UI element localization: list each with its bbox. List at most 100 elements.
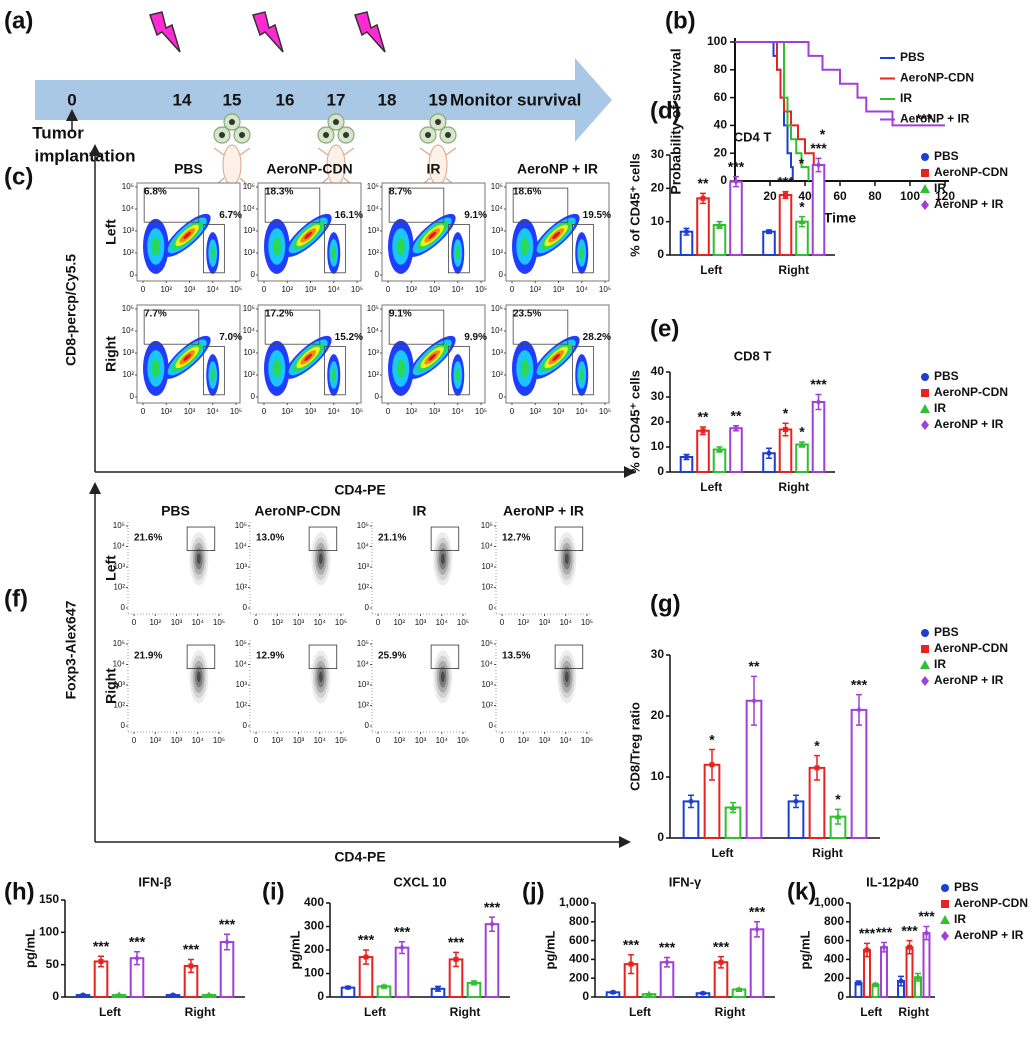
panel-label: (i)	[262, 878, 285, 905]
significance: ***	[859, 925, 876, 941]
bar	[880, 946, 888, 998]
legend-marker	[941, 884, 949, 892]
y-tick-label: 10⁵	[235, 639, 247, 648]
y-tick-label: 100	[304, 966, 324, 980]
x-tick-label: 0	[500, 736, 505, 745]
y-tick-label: 600	[824, 933, 844, 947]
y-tick-label: 10⁵	[367, 304, 379, 313]
y-tick-label: 60	[714, 90, 728, 104]
x-tick-label: 10²	[160, 407, 172, 416]
gate	[203, 345, 225, 396]
density	[151, 237, 161, 256]
legend-marker	[921, 169, 929, 177]
y-tick-label: 30	[651, 647, 665, 661]
x-tick-label: 0	[376, 736, 381, 745]
gate	[554, 526, 584, 552]
y-tick-label: 0	[52, 989, 59, 1003]
bar-mean-dot	[188, 963, 194, 969]
mouse-limbs	[213, 147, 251, 187]
density	[210, 246, 215, 260]
y-tick-label: 10³	[113, 680, 125, 689]
legend-label: IR	[934, 657, 946, 671]
y-tick-label: 30	[651, 147, 665, 161]
x-tick-label: 10⁴	[576, 407, 589, 416]
significance: ***	[901, 922, 918, 938]
y-tick-label: 10⁵	[481, 521, 493, 530]
y-tick-label: 10⁴	[357, 542, 370, 551]
y-tick-label: 0	[130, 270, 135, 279]
day-label: 18	[378, 90, 397, 109]
bar	[696, 197, 710, 256]
x-tick-label: 10⁴	[452, 285, 465, 294]
x-tick-label: 10³	[171, 618, 183, 627]
nanoparticle-core	[445, 132, 451, 138]
x-tick-label: 10³	[429, 407, 441, 416]
gate	[203, 223, 225, 274]
y-tick-label: 0	[657, 830, 664, 844]
x-tick-label: 0	[254, 736, 259, 745]
bar	[484, 923, 500, 999]
y-axis-label: % of CD45⁺ cells	[627, 370, 642, 474]
nanoparticle-core	[323, 132, 329, 138]
x-tick-label: 10⁵	[581, 736, 593, 745]
y-tick-label: 10⁵	[491, 304, 503, 313]
y-axis-label: pg/mL	[797, 930, 812, 969]
y-tick-label: 10⁴	[481, 660, 494, 669]
panel-label: (b)	[665, 7, 696, 34]
y-axis-label: Probability of survival	[668, 48, 684, 194]
y-tick-label: 10²	[113, 701, 125, 710]
y-tick-label: 10²	[491, 370, 503, 379]
x-tick-label: 0	[376, 618, 381, 627]
y-tick-label: 0	[499, 270, 504, 279]
significance: ***	[810, 140, 827, 156]
y-tick-label: 10³	[357, 680, 369, 689]
density	[552, 231, 561, 239]
y-tick-label: 50	[46, 957, 60, 971]
y-tick-label: 10³	[367, 226, 379, 235]
panel-label: (d)	[650, 97, 681, 124]
y-tick-label: 10⁴	[235, 542, 248, 551]
y-tick-label: 10³	[235, 680, 247, 689]
x-tick-label: 10³	[553, 285, 565, 294]
x-tick-label: Right	[778, 263, 809, 277]
x-tick-label: 10⁴	[314, 736, 327, 745]
significance: *	[799, 198, 805, 214]
x-tick-label: Left	[629, 1005, 651, 1019]
row-label: Left	[103, 219, 119, 245]
bar-mean-dot	[80, 992, 86, 998]
legend-label: AeroNP + IR	[900, 112, 970, 126]
x-tick-label: 0	[500, 618, 505, 627]
chart-title: IFN-γ	[669, 874, 702, 889]
survival-line	[735, 41, 824, 181]
mouse-limbs	[317, 147, 355, 187]
density	[210, 368, 215, 382]
x-tick-label: 10³	[429, 285, 441, 294]
density	[331, 246, 336, 260]
y-tick-label: 10⁴	[122, 204, 135, 213]
x-tick-label: Right	[812, 846, 843, 860]
y-tick-label: 0	[365, 721, 370, 730]
nanoparticle-core	[333, 119, 339, 125]
chart-title: IL-12p40	[866, 874, 919, 889]
bar-mean-dot	[489, 920, 495, 928]
legend-marker	[921, 676, 929, 686]
y-tick-label: 10²	[491, 248, 503, 257]
timeline-arrow	[35, 58, 612, 142]
y-axis-label: CD8/Treg ratio	[627, 702, 642, 791]
x-tick-label: 0	[510, 407, 515, 416]
x-tick-label: 10²	[271, 736, 283, 745]
x-tick-label: 10⁴	[452, 407, 465, 416]
y-tick-label: 10⁵	[357, 639, 369, 648]
bar-mean-dot	[470, 979, 478, 986]
x-tick-label: 10³	[539, 618, 551, 627]
y-tick-label: 10²	[243, 248, 255, 257]
x-tick-label: 10⁵	[230, 285, 242, 294]
legend-label: IR	[934, 181, 946, 195]
significance: ***	[129, 933, 146, 949]
significance: ***	[219, 916, 236, 932]
density	[318, 553, 323, 565]
significance: *	[783, 405, 789, 421]
x-tick-label: 10⁴	[207, 407, 220, 416]
legend-label: PBS	[934, 625, 959, 639]
legend-marker	[920, 404, 930, 413]
